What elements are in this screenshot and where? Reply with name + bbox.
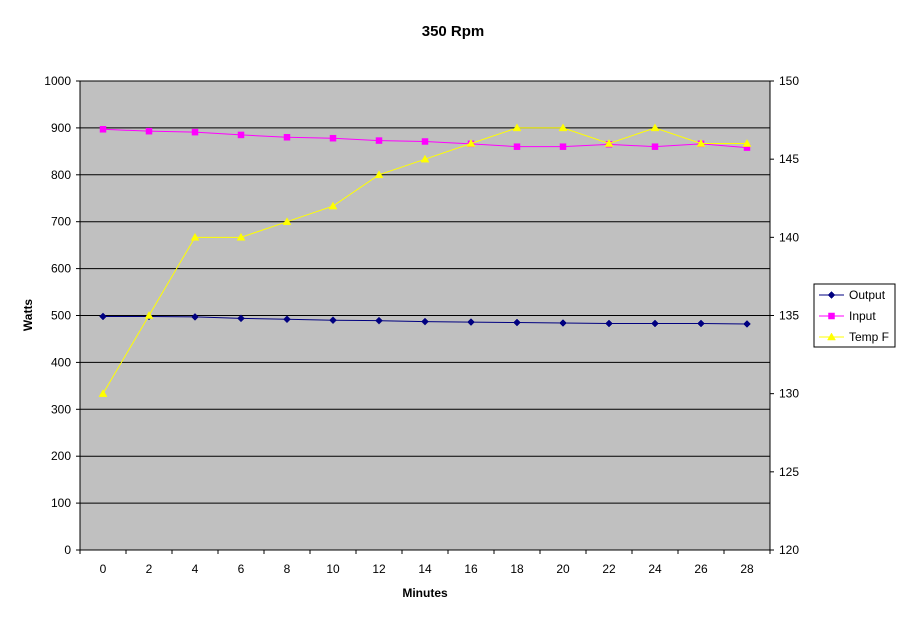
y-tick-label: 200 bbox=[51, 449, 71, 463]
data-point-input bbox=[329, 134, 337, 142]
data-point-temp-f bbox=[282, 217, 292, 225]
x-tick-label: 2 bbox=[146, 562, 153, 576]
x-axis-ticks: 0 2 4 6 8 10 12 14 16 18 20 22 24 26 28 bbox=[79, 550, 771, 576]
data-point-output bbox=[283, 315, 291, 324]
data-point-output bbox=[513, 318, 521, 327]
data-point-temp-f bbox=[190, 232, 200, 241]
y-tick-label: 900 bbox=[51, 121, 71, 135]
data-point-temp-f bbox=[98, 389, 108, 397]
y-tick-label: 800 bbox=[51, 168, 71, 182]
data-point-input bbox=[559, 143, 567, 150]
series-output bbox=[99, 312, 751, 328]
data-point-input bbox=[145, 127, 153, 135]
data-point-temp-f bbox=[374, 170, 384, 179]
y-tick-label: 600 bbox=[51, 262, 71, 276]
x-tick-label: 28 bbox=[740, 562, 754, 576]
x-tick-label: 20 bbox=[556, 562, 570, 576]
y2-tick-label: 130 bbox=[779, 387, 799, 401]
y2-tick-label: 140 bbox=[779, 230, 799, 244]
data-point-temp-f bbox=[650, 123, 660, 132]
data-point-temp-f bbox=[328, 201, 338, 210]
y2-tick-label: 150 bbox=[779, 74, 799, 88]
x-tick-label: 22 bbox=[602, 562, 616, 576]
y-axis-ticks: 0 100 200 300 400 500 600 700 800 900 1000 bbox=[44, 74, 80, 557]
data-point-temp-f bbox=[696, 139, 706, 147]
legend-label-input: Input bbox=[849, 309, 876, 323]
x-tick-label: 0 bbox=[100, 562, 107, 576]
chart-title: 350 Rpm bbox=[422, 23, 485, 40]
data-point-output bbox=[697, 319, 705, 328]
data-point-temp-f bbox=[420, 154, 430, 163]
series-temp-f bbox=[98, 123, 752, 397]
y-tick-label: 0 bbox=[64, 543, 71, 557]
y2-tick-label: 120 bbox=[779, 543, 799, 557]
y2-tick-label: 135 bbox=[779, 309, 799, 323]
data-point-output bbox=[559, 319, 567, 327]
data-point-temp-f bbox=[742, 139, 752, 147]
data-point-temp-f bbox=[512, 123, 522, 132]
x-axis-title: Minutes bbox=[402, 586, 448, 600]
y-tick-label: 1000 bbox=[44, 74, 71, 88]
legend-label-temp-f: Temp F bbox=[849, 330, 889, 344]
legend-marker-output bbox=[827, 291, 836, 299]
x-tick-label: 26 bbox=[694, 562, 708, 576]
data-point-temp-f bbox=[144, 310, 154, 319]
y-tick-label: 100 bbox=[51, 496, 71, 510]
data-point-temp-f bbox=[558, 123, 568, 132]
data-point-input bbox=[421, 138, 429, 145]
data-point-output bbox=[651, 319, 659, 328]
y-tick-label: 300 bbox=[51, 402, 71, 416]
data-point-output bbox=[237, 314, 245, 323]
x-tick-label: 24 bbox=[648, 562, 662, 576]
x-tick-label: 10 bbox=[326, 562, 340, 576]
data-point-input bbox=[375, 137, 383, 144]
y2-tick-label: 125 bbox=[779, 465, 799, 479]
legend: Output Input Temp F bbox=[813, 283, 896, 348]
data-point-temp-f bbox=[466, 139, 476, 147]
data-point-input bbox=[237, 131, 245, 139]
data-point-output bbox=[191, 313, 199, 321]
data-point-input bbox=[513, 143, 521, 150]
data-point-output bbox=[467, 318, 475, 326]
data-point-input bbox=[283, 134, 291, 141]
data-point-temp-f bbox=[236, 232, 246, 241]
x-tick-label: 4 bbox=[192, 562, 199, 576]
data-point-input bbox=[191, 128, 199, 136]
y-tick-label: 500 bbox=[51, 309, 71, 323]
y2-tick-label: 145 bbox=[779, 152, 799, 166]
data-point-output bbox=[605, 319, 613, 328]
data-point-temp-f bbox=[604, 139, 614, 147]
x-tick-label: 16 bbox=[464, 562, 478, 576]
x-tick-label: 18 bbox=[510, 562, 524, 576]
legend-marker-temp-f bbox=[827, 332, 836, 341]
data-point-output bbox=[329, 316, 337, 325]
x-tick-label: 14 bbox=[418, 562, 432, 576]
data-point-input bbox=[99, 126, 107, 133]
x-tick-label: 8 bbox=[284, 562, 291, 576]
y-tick-label: 700 bbox=[51, 215, 71, 229]
y-tick-label: 400 bbox=[51, 355, 71, 369]
x-tick-label: 6 bbox=[238, 562, 245, 576]
legend-label-output: Output bbox=[849, 288, 886, 302]
data-point-output bbox=[743, 320, 751, 328]
data-point-input bbox=[651, 143, 659, 150]
data-point-output bbox=[99, 312, 107, 321]
data-point-output bbox=[375, 316, 383, 325]
series-group bbox=[98, 123, 752, 397]
legend-marker-input bbox=[828, 312, 835, 320]
data-point-output bbox=[421, 317, 429, 326]
y2-axis-ticks: 120 125 130 135 140 145 150 bbox=[770, 74, 799, 557]
gridlines bbox=[80, 80, 770, 504]
x-tick-label: 12 bbox=[372, 562, 386, 576]
y-axis-title: Watts bbox=[21, 299, 35, 332]
